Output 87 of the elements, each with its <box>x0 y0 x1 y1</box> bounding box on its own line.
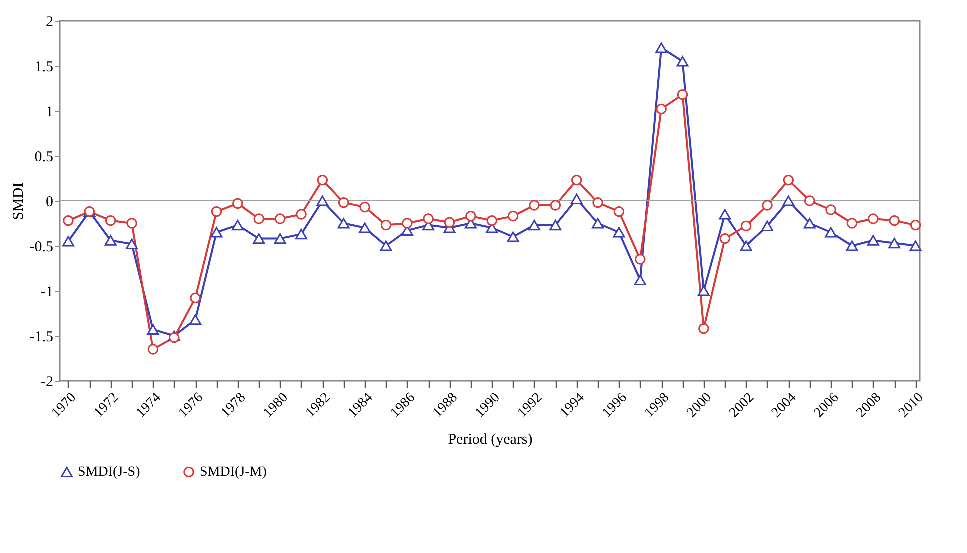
point <box>910 240 922 252</box>
point <box>232 198 244 210</box>
point <box>614 206 625 218</box>
point <box>423 214 434 224</box>
point <box>761 220 774 232</box>
point <box>677 89 688 100</box>
point <box>846 218 858 229</box>
point <box>360 202 370 213</box>
point <box>782 196 795 206</box>
point <box>635 254 646 265</box>
point <box>592 197 604 208</box>
point <box>338 218 350 229</box>
point <box>274 234 286 244</box>
point <box>63 215 74 226</box>
point <box>740 220 752 232</box>
legend-label: SMDI(J-M) <box>200 465 268 480</box>
point <box>380 220 392 231</box>
point <box>254 214 264 224</box>
y-tick-label: 0.5 <box>34 150 54 166</box>
point <box>889 215 900 226</box>
point <box>656 104 667 115</box>
point <box>676 56 689 67</box>
point <box>62 236 74 247</box>
point <box>571 174 582 186</box>
point <box>148 344 159 355</box>
y-tick-label: 2 <box>46 14 54 30</box>
point <box>211 206 222 218</box>
point <box>402 218 413 229</box>
point <box>846 240 858 252</box>
point <box>338 197 350 208</box>
point <box>528 220 540 231</box>
point <box>570 194 583 204</box>
point <box>868 214 879 224</box>
point <box>126 238 138 250</box>
point <box>444 217 456 228</box>
point <box>613 227 626 238</box>
point <box>804 218 816 229</box>
point <box>825 227 838 238</box>
point <box>529 200 540 211</box>
point <box>126 218 138 229</box>
y-tick-label: 0 <box>46 194 54 210</box>
point <box>826 204 836 216</box>
point <box>867 235 880 246</box>
point <box>592 218 604 229</box>
point <box>719 209 732 220</box>
y-tick-label: -0.5 <box>30 240 54 256</box>
y-axis-title: SMDI <box>10 182 27 220</box>
point <box>380 240 392 252</box>
point <box>359 222 372 234</box>
point <box>295 229 308 240</box>
point <box>190 292 201 304</box>
point <box>762 200 773 211</box>
point <box>550 220 562 231</box>
point <box>274 214 286 224</box>
point <box>910 220 922 231</box>
point <box>466 210 476 222</box>
point <box>740 240 752 252</box>
point <box>316 196 329 206</box>
point <box>550 200 562 211</box>
point <box>147 324 160 335</box>
point <box>720 233 730 244</box>
point <box>104 235 117 246</box>
point <box>698 286 710 296</box>
point <box>296 209 307 220</box>
point <box>210 227 223 238</box>
point <box>486 215 498 226</box>
point <box>190 314 202 326</box>
point <box>656 42 668 54</box>
point <box>232 220 244 231</box>
legend-label: SMDI(J-S) <box>78 465 141 480</box>
point <box>508 210 519 222</box>
y-tick-label: 1.5 <box>34 60 54 76</box>
point <box>253 234 266 244</box>
point <box>169 332 180 344</box>
y-tick-label: -1 <box>41 284 54 300</box>
point <box>507 232 520 242</box>
point <box>634 274 646 286</box>
point <box>698 323 710 334</box>
x-axis-title: Period (years) <box>448 432 533 448</box>
point <box>888 238 901 249</box>
y-tick-label: -1.5 <box>30 330 54 346</box>
point <box>783 174 794 186</box>
y-tick-label: -2 <box>41 374 54 390</box>
point <box>105 215 116 226</box>
point <box>804 196 816 206</box>
y-tick-label: 1 <box>46 104 54 120</box>
point <box>317 174 328 186</box>
